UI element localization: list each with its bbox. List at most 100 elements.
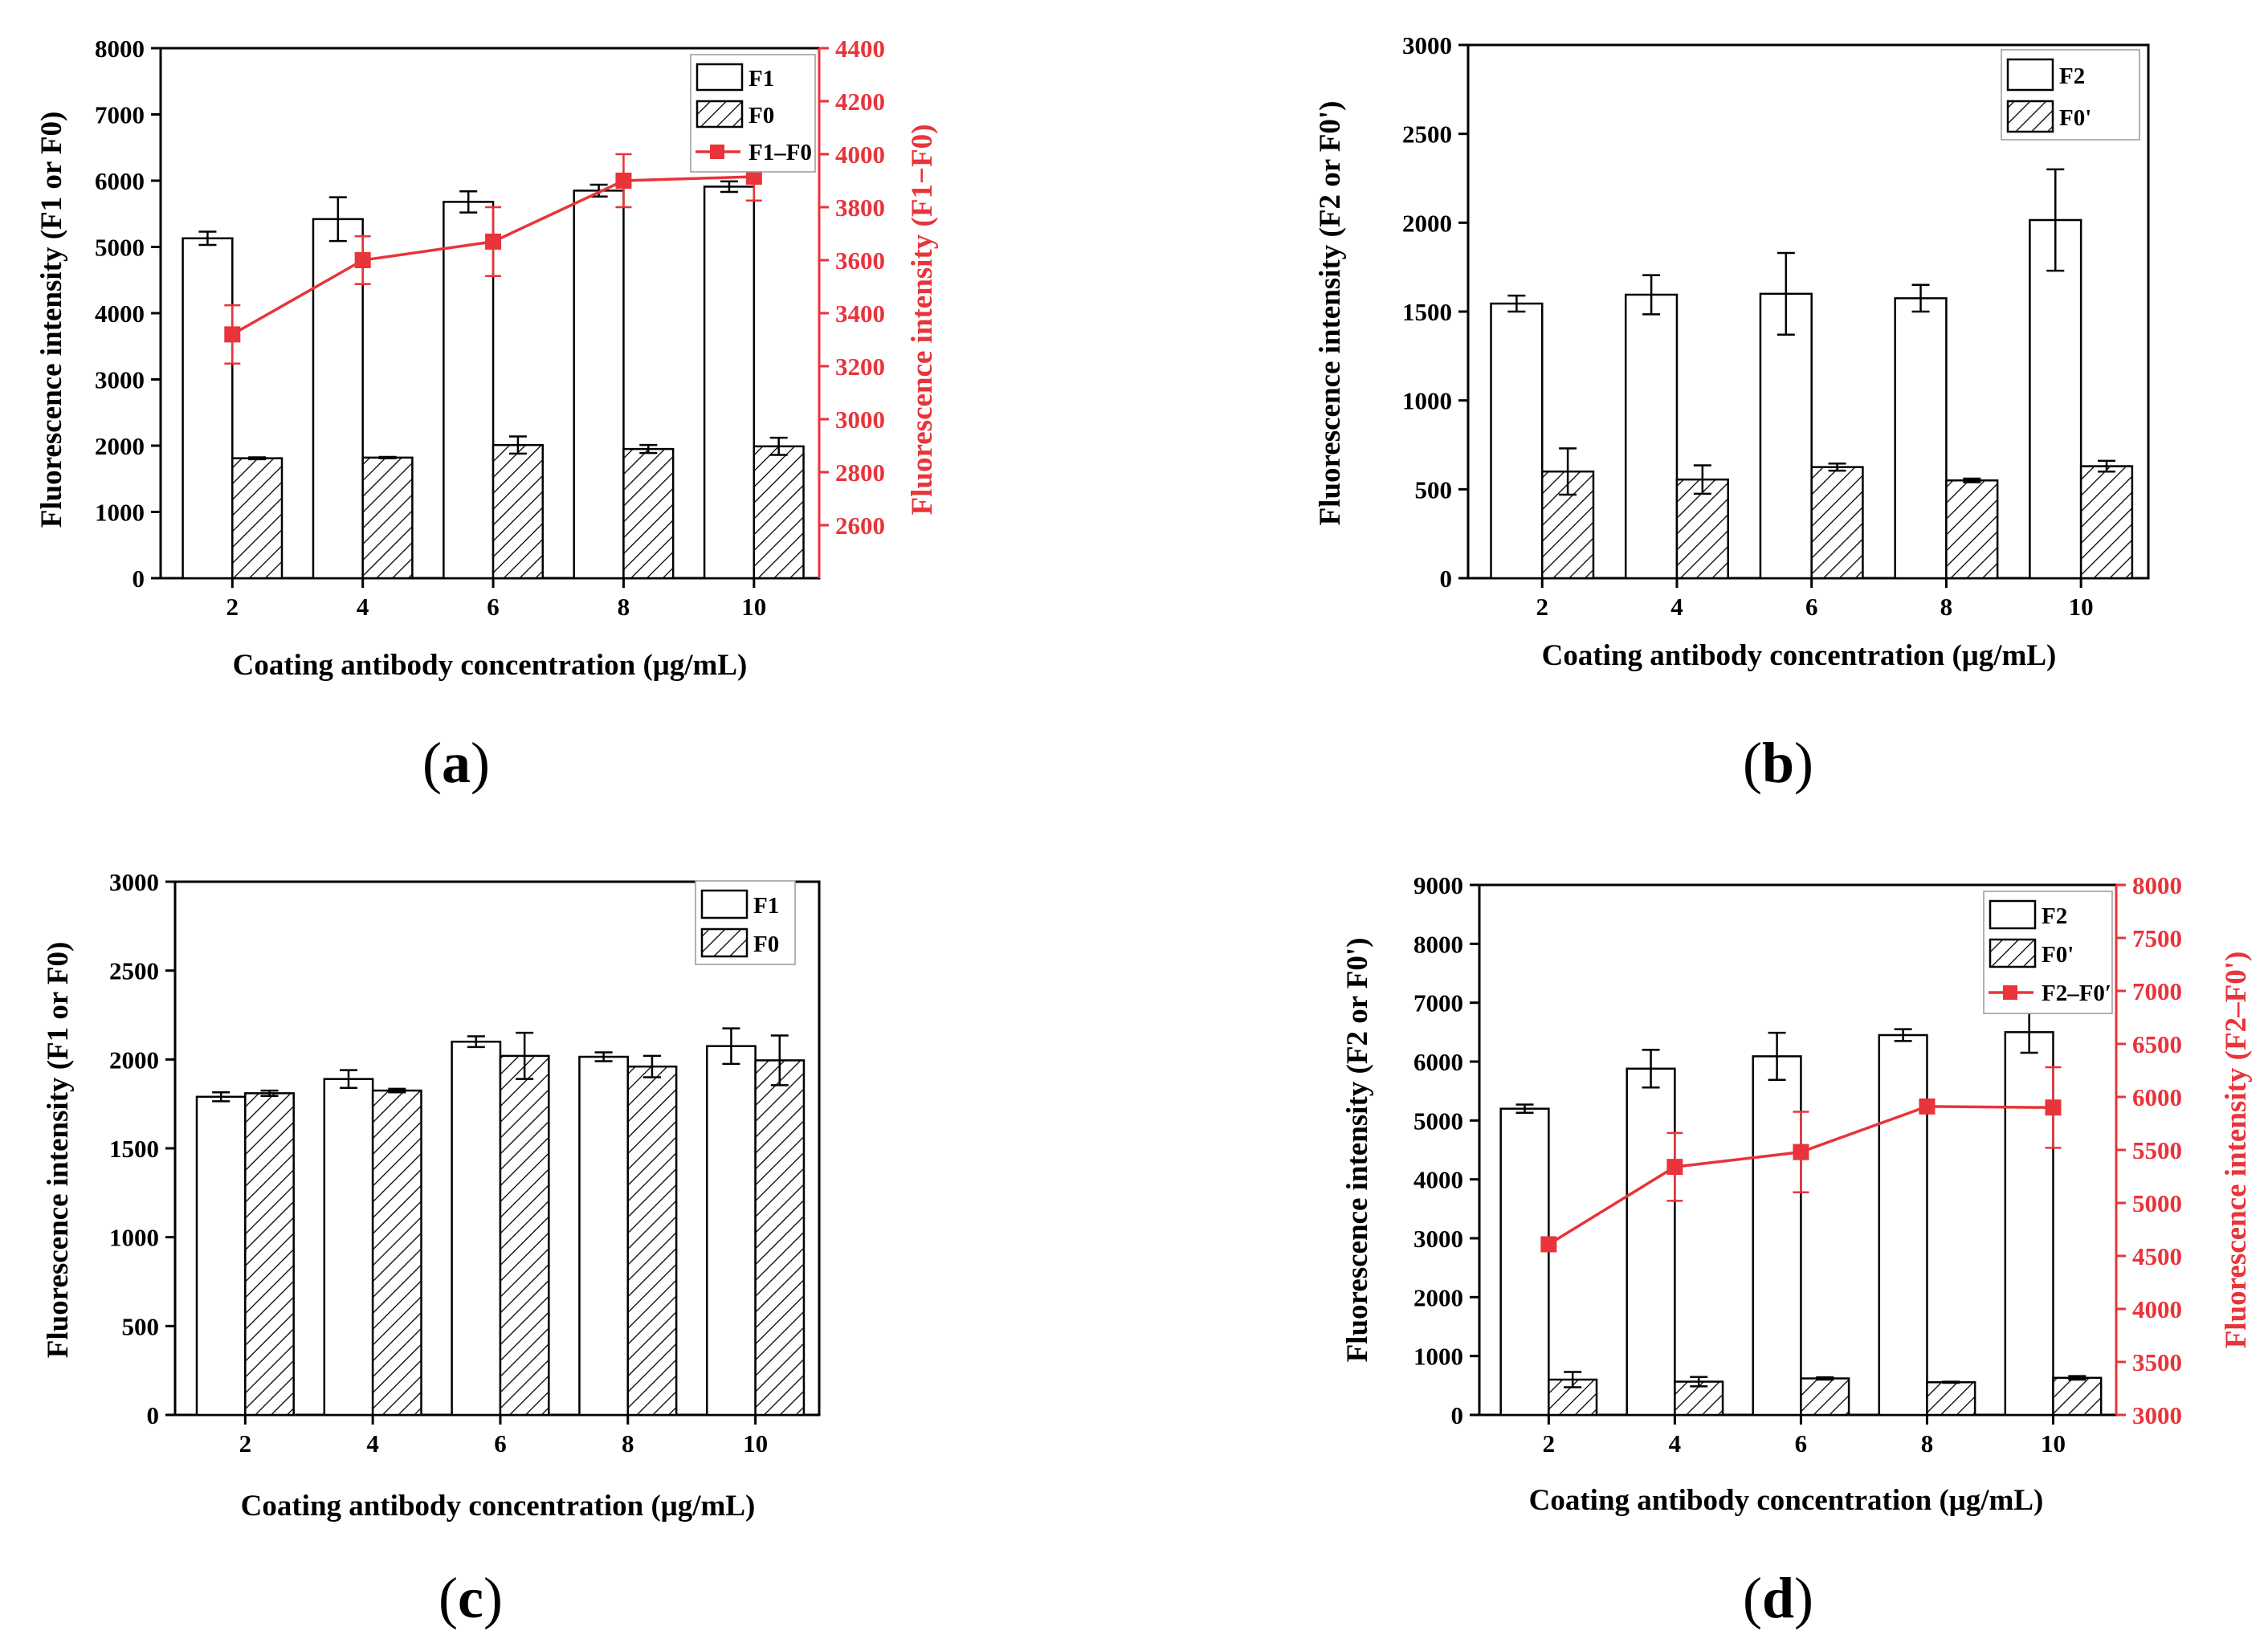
panel-b-legend-swatch-bar-hatched	[2006, 100, 2054, 133]
panel-d-y2tick-label: 6500	[2132, 1030, 2182, 1058]
panel-d-plot: 0 1000 2000 3000 4000 5000 6000 7000 8000 9000 300…	[1413, 871, 2182, 1457]
panel-a-line-marker	[615, 173, 632, 189]
panel-b-bar-F0'	[1945, 479, 1999, 580]
panel-a-y2tick-label: 4000	[835, 141, 885, 169]
panel-c-ytick-label: 2000	[109, 1046, 159, 1074]
panel-a-ytick-label: 2000	[95, 432, 145, 460]
panel-b-ytick-label: 0	[1440, 565, 1453, 593]
panel-c-xtick-label: 2	[239, 1429, 252, 1457]
panel-c-legend-swatch-bar-open	[700, 889, 749, 919]
panel-d-legend-label: F2	[2042, 903, 2067, 929]
panel-c-ytick-label: 1000	[109, 1224, 159, 1252]
panel-d-y2tick-label: 5000	[2132, 1189, 2182, 1217]
panel-b-bar-F0'	[1810, 466, 1864, 580]
panel-a-plot: 0 1000 2000 3000 4000 5000 6000 7000 8000 2600 280…	[95, 35, 885, 621]
panel-a-y2tick-label: 4200	[835, 88, 885, 116]
panel-a-y2tick-label: 3800	[835, 194, 885, 222]
panel-d-ytick-label: 1000	[1413, 1343, 1463, 1371]
panel-d-xtick-label: 6	[1795, 1429, 1808, 1457]
panel-d-y2tick-label: 5500	[2132, 1136, 2182, 1164]
panel-a-xtick-label: 10	[741, 593, 766, 621]
panel-c-plot: 0 500 1000 1500 2000 2500 3000 2 4 6 8 10 F1 F0	[109, 868, 821, 1457]
panel-d-bar-F2	[1752, 1055, 1802, 1417]
panel-a-bar-F1	[443, 201, 495, 580]
panel-c-label: (c)	[439, 1566, 503, 1630]
panel-a-legend-label: F1–F0	[749, 140, 812, 165]
panel-a-bar-F1	[703, 185, 756, 580]
panel-a: 0 1000 2000 3000 4000 5000 6000 7000 8000 2600 280…	[35, 35, 939, 795]
panel-c-legend-label: F0	[753, 932, 779, 957]
panel-d-xtick-label: 8	[1921, 1429, 1934, 1457]
panel-c-ytick-label: 2500	[109, 957, 159, 985]
panel-b-ytick-label: 500	[1415, 475, 1453, 503]
panel-b-xtick-label: 6	[1805, 593, 1818, 621]
panel-c-bar-F0	[626, 1065, 678, 1417]
panel-d-y2tick-label: 4500	[2132, 1242, 2182, 1270]
panel-c-legend-swatch-bar-hatched	[700, 927, 749, 958]
panel-c-xtick-label: 8	[622, 1429, 634, 1457]
panel-b-xlabel: Coating antibody concentration (μg/mL)	[1542, 639, 2057, 672]
panel-d-ytick-label: 3000	[1413, 1225, 1463, 1253]
panel-d-ytick-label: 9000	[1413, 871, 1463, 899]
panel-b-bar-F2	[1894, 297, 1948, 580]
panel-b-bar-F0'	[2079, 465, 2134, 580]
panel-d-legend-label: F0'	[2042, 942, 2074, 968]
panel-c-xtick-label: 10	[743, 1429, 768, 1457]
panel-d-xlabel: Coating antibody concentration (μg/mL)	[1529, 1484, 2044, 1517]
panel-d-bar-F2	[1626, 1067, 1676, 1417]
panel-d-bar-F0'	[2052, 1376, 2103, 1417]
panel-a-line-marker	[745, 169, 762, 185]
panel-c-ytick-label: 0	[147, 1401, 160, 1429]
panel-a-y2tick-label: 4400	[835, 35, 885, 63]
panel-a-y2tick-label: 2600	[835, 512, 885, 540]
panel-d-ytick-label: 6000	[1413, 1048, 1463, 1076]
panel-d-line-marker	[1540, 1236, 1557, 1253]
panel-c-ylabel: Fluorescence intensity (F1 or F0)	[42, 942, 75, 1359]
panel-d-legend-swatch-marker	[2003, 985, 2017, 1000]
panel-a-ytick-label: 7000	[95, 101, 145, 129]
panel-c-xtick-label: 6	[494, 1429, 507, 1457]
panel-a-legend-swatch-bar-hatched	[695, 100, 744, 128]
panel-c-bar-F0	[754, 1059, 806, 1417]
panel-d-ytick-label: 2000	[1413, 1283, 1463, 1311]
panel-d-bar-F2	[1878, 1033, 1928, 1417]
panel-c-bar-F1	[705, 1045, 757, 1417]
panel-b-ytick-label: 3000	[1402, 31, 1452, 59]
panel-b-ytick-label: 2000	[1402, 209, 1452, 237]
panel-a-bar-F1	[182, 237, 234, 580]
panel-b-ytick-label: 1500	[1402, 298, 1452, 326]
panel-b-legend-swatch-bar-open	[2006, 58, 2054, 92]
panel-a-ylabel: Fluorescence intensity (F1 or F0)	[35, 112, 68, 528]
panel-a-ytick-label: 6000	[95, 167, 145, 195]
panel-d-line-marker	[1919, 1098, 1936, 1115]
panel-b-plot: 0 500 1000 1500 2000 2500 3000 2 4 6 8 10 F2 F0'	[1402, 31, 2150, 621]
panel-c-xlabel: Coating antibody concentration (μg/mL)	[241, 1490, 756, 1523]
panel-a-ytick-label: 0	[133, 565, 145, 593]
panel-a-line-marker	[224, 326, 241, 343]
panel-d-ytick-label: 8000	[1413, 930, 1463, 958]
panel-d-line-marker	[2045, 1099, 2062, 1116]
panel-d-legend-swatch-bar-hatched	[1989, 938, 2037, 968]
panel-a-xtick-label: 4	[357, 593, 369, 621]
panel-d-bar-F0'	[1800, 1377, 1850, 1417]
panel-c-ytick-label: 1500	[109, 1135, 159, 1163]
panel-d-ylabel: Fluorescence intensity (F2 or F0')	[1341, 938, 1374, 1363]
panel-c-ytick-label: 500	[122, 1312, 160, 1340]
panel-a-y2tick-label: 3200	[835, 353, 885, 381]
panel-c-bar-F1	[195, 1095, 247, 1417]
panel-b-legend-label: F0'	[2059, 105, 2091, 131]
panel-d-legend-label: F2–F0′	[2042, 980, 2111, 1006]
panel-d-y2tick-label: 8000	[2132, 871, 2182, 899]
panel-c-bar-F0	[371, 1089, 422, 1417]
panel-b-xtick-label: 10	[2069, 593, 2094, 621]
panel-a-ytick-label: 5000	[95, 234, 145, 262]
panel-b-ytick-label: 2500	[1402, 120, 1452, 149]
panel-a-bar-F0	[231, 457, 284, 580]
panel-d-bar-F2	[1499, 1107, 1550, 1417]
panel-c-bar-F1	[323, 1078, 374, 1417]
panel-a-xtick-label: 2	[226, 593, 239, 621]
panel-d-y2tick-label: 7500	[2132, 924, 2182, 952]
panel-d-ytick-label: 0	[1451, 1401, 1464, 1429]
panel-d-ytick-label: 5000	[1413, 1107, 1463, 1135]
